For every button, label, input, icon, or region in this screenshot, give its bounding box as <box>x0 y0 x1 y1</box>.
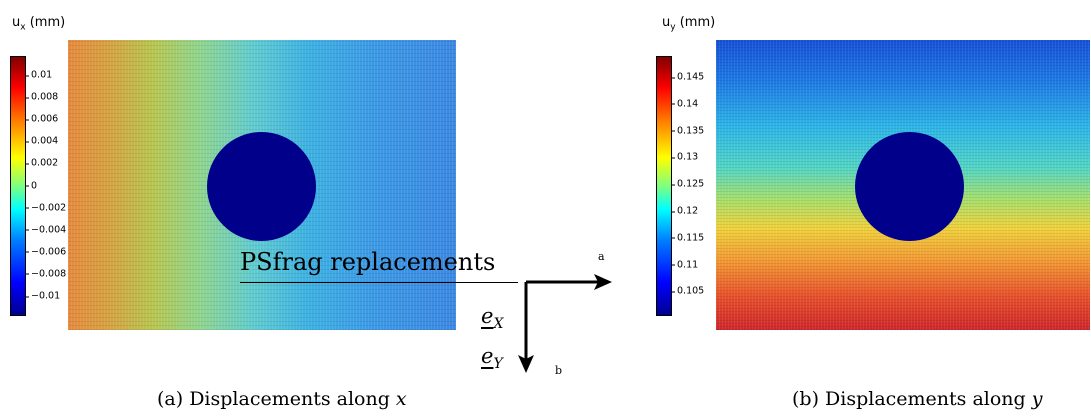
colorbar-tick-label: 0.004 <box>24 135 59 147</box>
colorbar-tick-label: −0.002 <box>24 202 67 214</box>
colorbar-tick-label: −0.004 <box>24 224 67 236</box>
caption-b: (b) Displacements along y <box>792 388 1043 410</box>
displacement-field-x <box>68 40 456 330</box>
colorbar-tick-label: 0.115 <box>670 232 705 244</box>
psfrag-rule <box>240 282 518 283</box>
colorbar-tick-label: 0.105 <box>670 285 705 297</box>
colorbar-tick-label: 0.13 <box>670 151 699 163</box>
colorbar-ux <box>10 56 26 316</box>
colorbar-tick-label: 0.12 <box>670 205 699 217</box>
label-a: a <box>598 250 605 263</box>
ey-arrowhead <box>518 355 534 373</box>
ey-label: eY <box>481 344 503 373</box>
ex-arrowhead <box>594 274 612 290</box>
colorbar-tick-label: 0.008 <box>24 91 59 103</box>
colorbar-tick-label: 0.135 <box>670 125 705 137</box>
colorbar-tick-label: −0.006 <box>24 246 67 258</box>
hole-y <box>855 132 964 241</box>
colorbar-uy <box>656 56 672 316</box>
displacement-field-y <box>716 40 1090 330</box>
unit-label-ux: ux (mm) <box>12 15 66 33</box>
colorbar-tick-label: −0.01 <box>24 290 61 302</box>
unit-label-uy: uy (mm) <box>662 15 716 33</box>
colorbar-tick-label: 0.125 <box>670 178 705 190</box>
colorbar-tick-label: 0.11 <box>670 259 699 271</box>
colorbar-tick-label: 0 <box>24 180 38 191</box>
basis-axes <box>518 274 612 373</box>
colorbar-tick-label: 0.145 <box>670 71 705 83</box>
label-b: b <box>555 364 563 377</box>
hole-x <box>207 132 316 241</box>
colorbar-tick-label: 0.002 <box>24 157 59 169</box>
colorbar-tick-label: 0.14 <box>670 98 699 110</box>
colorbar-tick-label: −0.008 <box>24 268 67 280</box>
colorbar-tick-label: 0.01 <box>24 69 53 81</box>
psfrag-replacements-text: PSfrag replacements <box>240 248 496 276</box>
caption-a: (a) Displacements along x <box>157 388 407 410</box>
colorbar-tick-label: 0.006 <box>24 113 59 125</box>
ex-label: eX <box>481 304 504 333</box>
